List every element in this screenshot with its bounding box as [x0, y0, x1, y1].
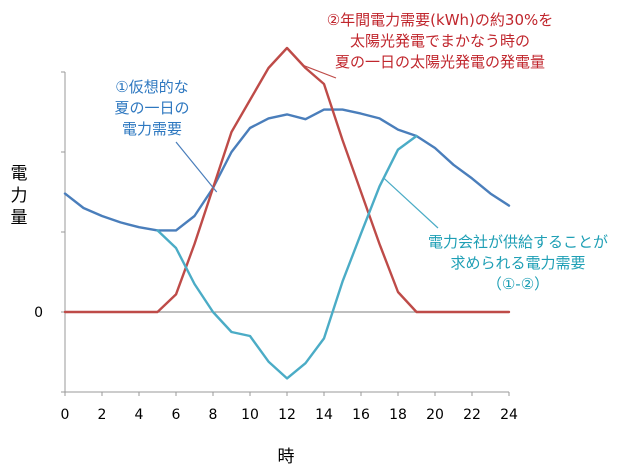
annotation-solar-generation: ②年間電力需要(kWh)の約30%を 太陽光発電でまかなう時の 夏の一日の太陽光… — [290, 10, 590, 73]
pointer-demand — [175, 141, 218, 193]
x-tick-label: 4 — [135, 407, 144, 423]
x-tick-label: 22 — [463, 407, 481, 423]
x-tick-label: 12 — [278, 407, 296, 423]
series-line-3 — [156, 134, 418, 380]
annotation-solar-line-1: ②年間電力需要(kWh)の約30%を — [326, 11, 554, 29]
pointer-net — [382, 177, 439, 229]
annotation-solar-line-2: 太陽光発電でまかなう時の — [349, 32, 530, 50]
annotation-net-line-2: 求められる電力需要 — [450, 254, 586, 272]
x-tick-label: 0 — [61, 407, 70, 423]
annotation-net-line-1: 電力会社が供給することが — [427, 233, 608, 251]
x-tick-label: 10 — [241, 407, 259, 423]
y-tick-label: 0 — [34, 305, 43, 321]
x-tick-label: 16 — [352, 407, 370, 423]
x-tick-label: 20 — [426, 407, 444, 423]
x-tick-label: 8 — [209, 407, 218, 423]
annotation-demand-line-1: ①仮想的な — [115, 78, 189, 96]
annotation-demand: ①仮想的な 夏の一日の 電力需要 — [92, 77, 212, 140]
annotation-demand-line-2: 夏の一日の — [114, 99, 190, 117]
x-tick-label: 14 — [315, 407, 333, 423]
pointer-solar — [303, 65, 337, 79]
x-tick-label: 24 — [500, 407, 518, 423]
series-line-1 — [63, 108, 511, 232]
annotation-net-line-3: （①-②） — [486, 275, 550, 293]
x-tick-label: 6 — [172, 407, 181, 423]
y-axis-label: 電力量 — [10, 164, 28, 228]
x-tick-label: 18 — [389, 407, 407, 423]
x-axis-label: 時 — [277, 447, 295, 467]
x-tick-label: 2 — [98, 407, 107, 423]
annotation-net-demand: 電力会社が供給することが 求められる電力需要 （①-②） — [398, 232, 632, 295]
annotation-solar-line-3: 夏の一日の太陽光発電の発電量 — [334, 53, 545, 71]
annotation-demand-line-3: 電力需要 — [121, 120, 182, 138]
series-line-2 — [63, 46, 511, 314]
